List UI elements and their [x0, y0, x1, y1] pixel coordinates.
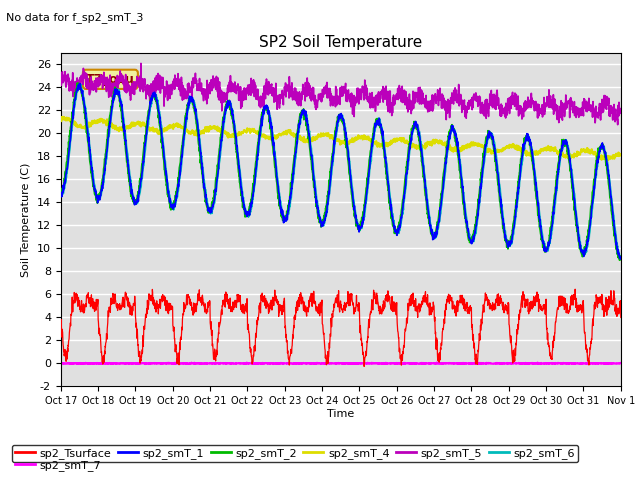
Legend: sp2_Tsurface, sp2_smT_1, sp2_smT_2, sp2_smT_4, sp2_smT_5, sp2_smT_6: sp2_Tsurface, sp2_smT_1, sp2_smT_2, sp2_…	[12, 445, 578, 462]
X-axis label: Time: Time	[327, 409, 355, 419]
Text: No data for f_sp2_smT_3: No data for f_sp2_smT_3	[6, 12, 144, 23]
Y-axis label: Soil Temperature (C): Soil Temperature (C)	[21, 162, 31, 277]
Text: TZ_osu: TZ_osu	[86, 73, 135, 86]
Legend: sp2_smT_7: sp2_smT_7	[12, 457, 105, 474]
Title: SP2 Soil Temperature: SP2 Soil Temperature	[259, 35, 422, 50]
